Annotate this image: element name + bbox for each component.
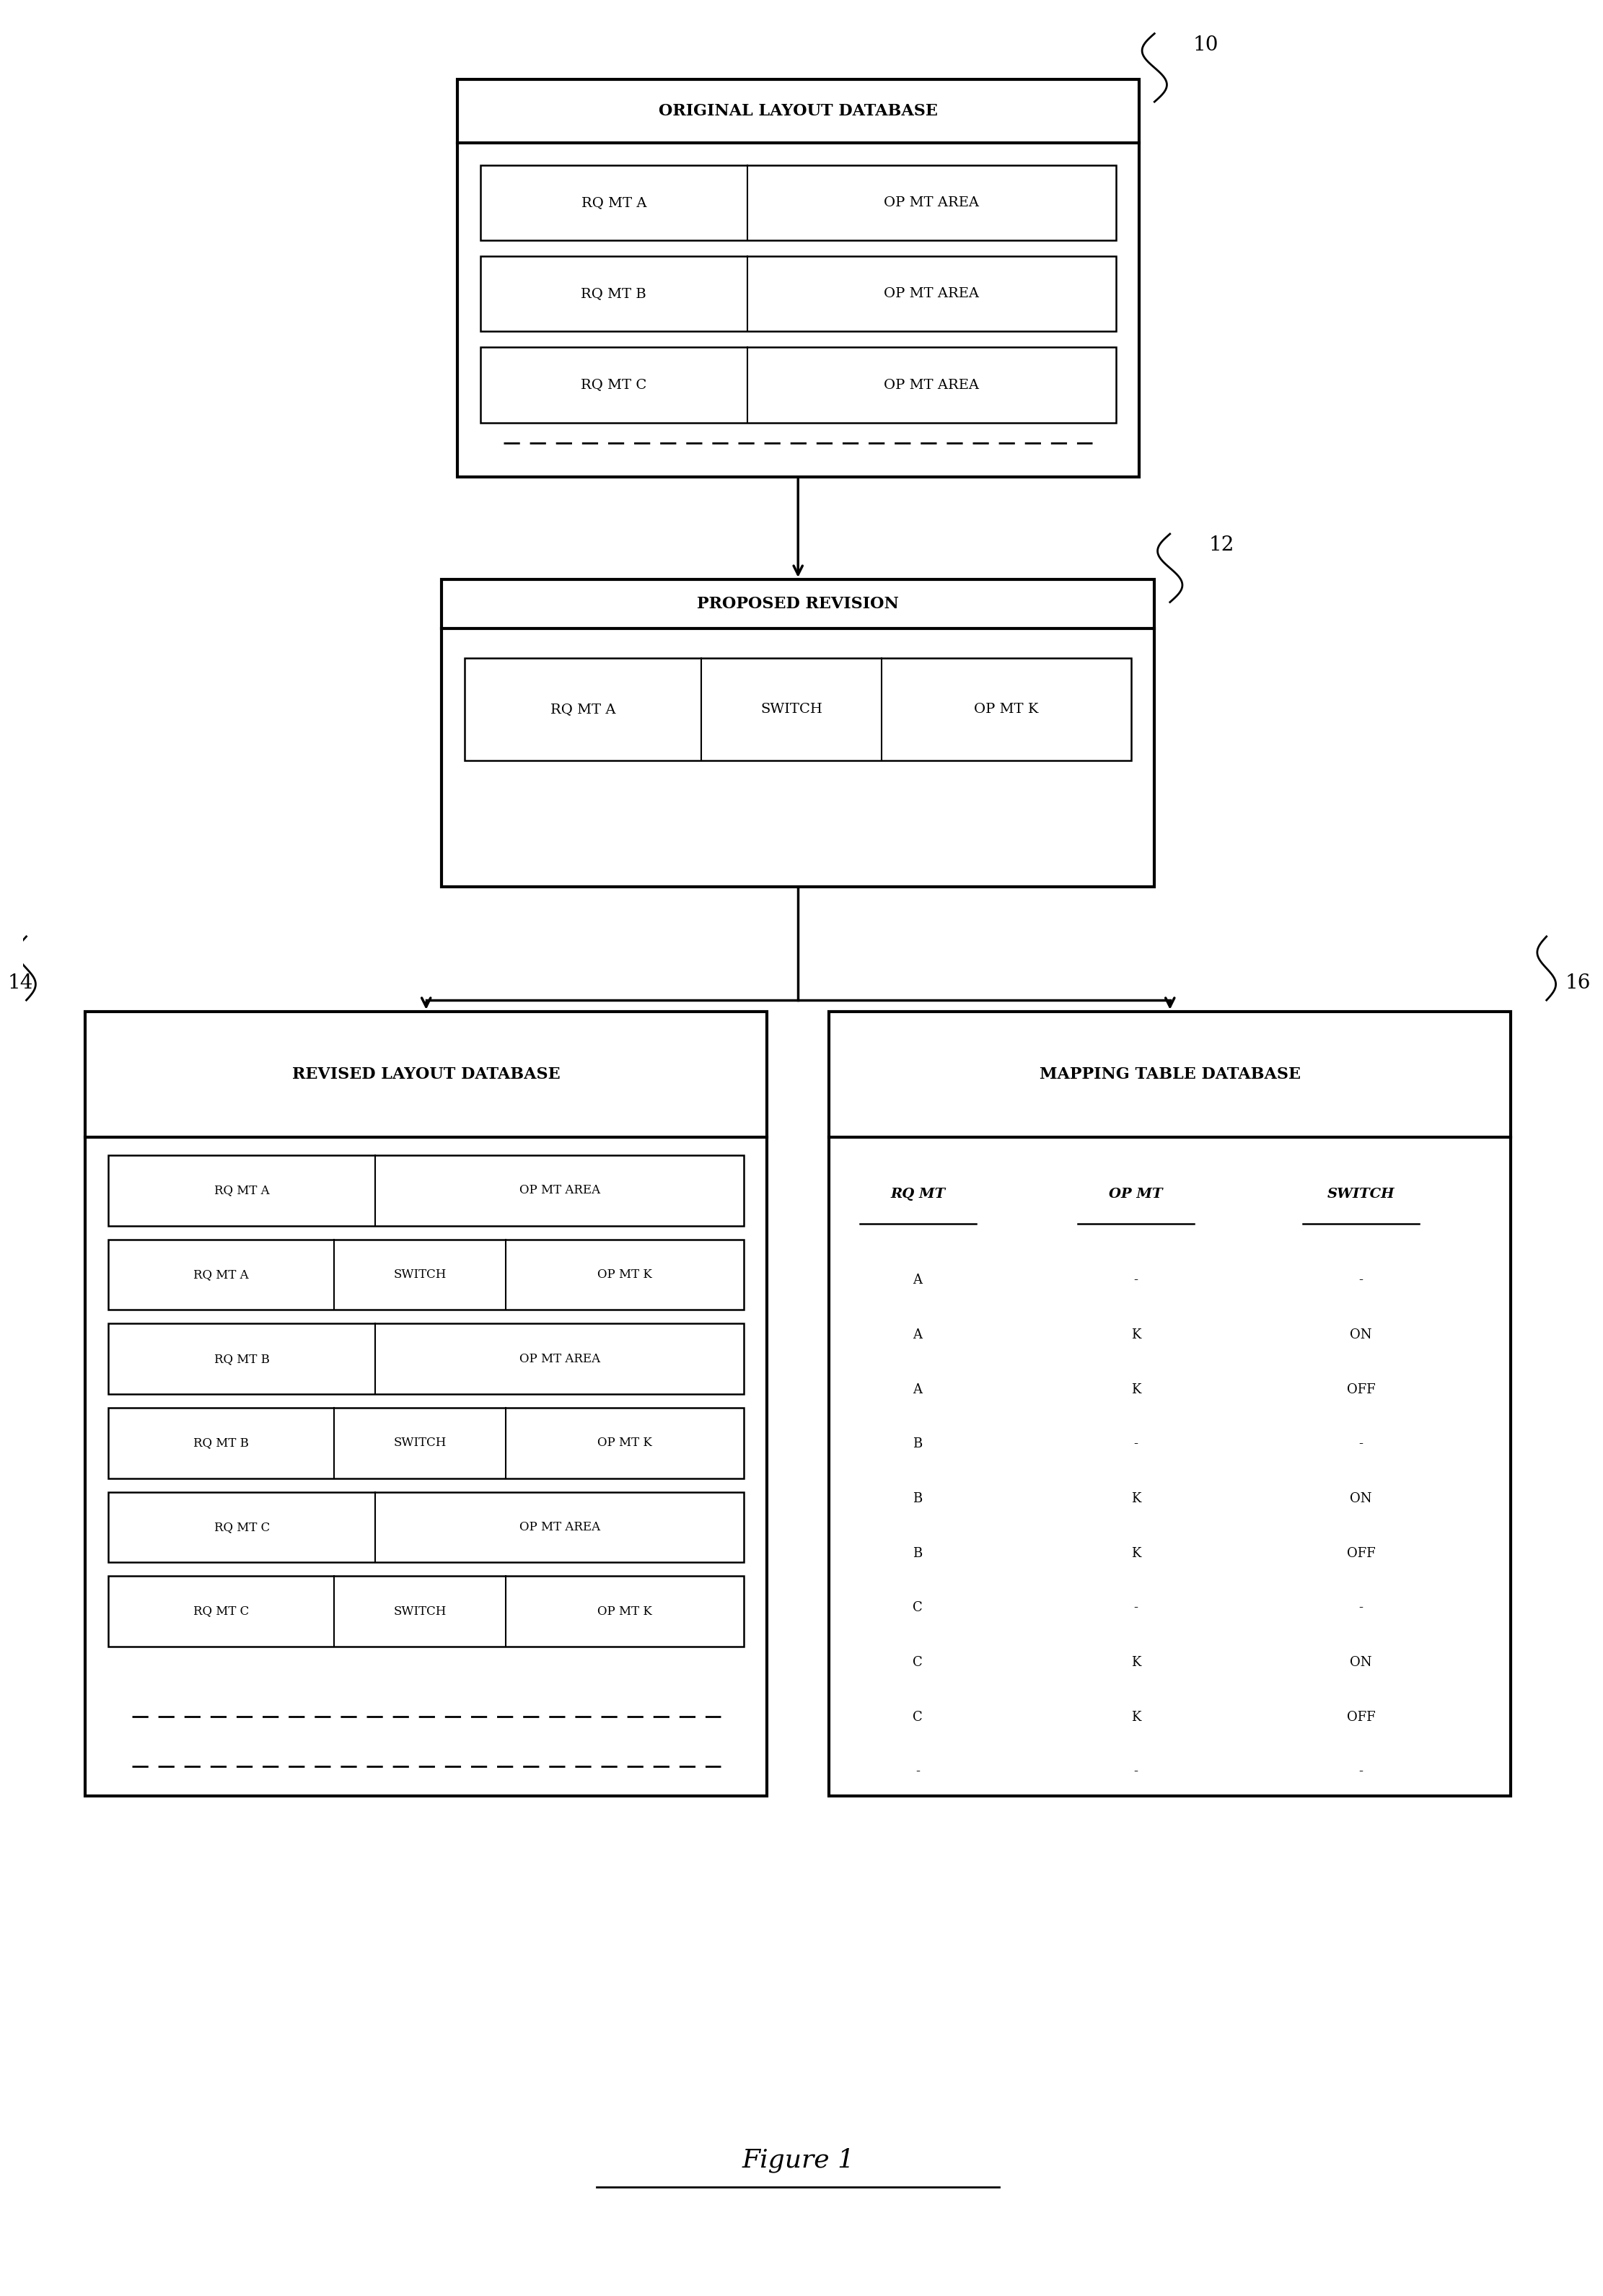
Text: OP MT K: OP MT K [598, 1605, 652, 1616]
Text: RQ MT: RQ MT [890, 1187, 946, 1201]
Text: RQ MT B: RQ MT B [580, 287, 646, 301]
Text: K: K [1132, 1329, 1141, 1341]
Text: RQ MT A: RQ MT A [582, 197, 646, 209]
Text: K: K [1132, 1382, 1141, 1396]
Text: A: A [914, 1274, 922, 1286]
Text: -: - [1133, 1274, 1138, 1286]
Text: ON: ON [1350, 1329, 1372, 1341]
Text: -: - [1359, 1766, 1363, 1777]
Text: -: - [1133, 1600, 1138, 1614]
Text: OFF: OFF [1347, 1711, 1375, 1724]
Text: OP MT K: OP MT K [598, 1437, 652, 1449]
Text: OP MT AREA: OP MT AREA [883, 287, 979, 301]
FancyBboxPatch shape [481, 347, 1116, 422]
FancyBboxPatch shape [109, 1155, 744, 1226]
Text: C: C [912, 1655, 923, 1669]
Text: -: - [1359, 1437, 1363, 1451]
Text: -: - [1133, 1437, 1138, 1451]
Text: ON: ON [1350, 1492, 1372, 1506]
Text: A: A [914, 1382, 922, 1396]
Text: K: K [1132, 1492, 1141, 1506]
Text: RQ MT C: RQ MT C [580, 379, 646, 390]
Text: K: K [1132, 1548, 1141, 1559]
Text: 10: 10 [1193, 34, 1218, 55]
FancyBboxPatch shape [829, 1013, 1512, 1795]
FancyBboxPatch shape [481, 257, 1116, 331]
Text: OP MT AREA: OP MT AREA [883, 197, 979, 209]
Text: K: K [1132, 1711, 1141, 1724]
Text: RQ MT B: RQ MT B [194, 1437, 248, 1449]
Text: B: B [914, 1437, 922, 1451]
Text: 16: 16 [1565, 974, 1590, 994]
Text: OP MT AREA: OP MT AREA [883, 379, 979, 390]
Text: 14: 14 [8, 974, 34, 994]
Text: RQ MT A: RQ MT A [550, 703, 616, 716]
Text: A: A [914, 1329, 922, 1341]
FancyBboxPatch shape [481, 165, 1116, 241]
Text: RQ MT B: RQ MT B [215, 1352, 269, 1364]
Text: RQ MT C: RQ MT C [215, 1520, 269, 1534]
FancyBboxPatch shape [457, 78, 1140, 478]
FancyBboxPatch shape [109, 1322, 744, 1394]
Text: SWITCH: SWITCH [393, 1605, 446, 1616]
Text: OFF: OFF [1347, 1382, 1375, 1396]
Text: OP MT K: OP MT K [598, 1270, 652, 1281]
FancyBboxPatch shape [109, 1492, 744, 1561]
Text: SWITCH: SWITCH [393, 1270, 446, 1281]
Text: ORIGINAL LAYOUT DATABASE: ORIGINAL LAYOUT DATABASE [659, 103, 938, 119]
Text: -: - [1359, 1274, 1363, 1286]
Text: B: B [914, 1492, 922, 1506]
Text: OFF: OFF [1347, 1548, 1375, 1559]
Text: OP MT AREA: OP MT AREA [519, 1185, 600, 1196]
Text: B: B [914, 1548, 922, 1559]
Text: Figure 1: Figure 1 [742, 2147, 854, 2172]
Text: SWITCH: SWITCH [760, 703, 822, 716]
Text: RQ MT C: RQ MT C [194, 1605, 248, 1616]
Text: ON: ON [1350, 1655, 1372, 1669]
Text: C: C [912, 1711, 923, 1724]
Text: SWITCH: SWITCH [393, 1437, 446, 1449]
Text: C: C [912, 1600, 923, 1614]
FancyBboxPatch shape [465, 659, 1132, 760]
Text: -: - [1133, 1766, 1138, 1777]
Text: PROPOSED REVISION: PROPOSED REVISION [697, 597, 899, 613]
FancyBboxPatch shape [109, 1575, 744, 1646]
Text: MAPPING TABLE DATABASE: MAPPING TABLE DATABASE [1039, 1065, 1300, 1081]
Text: 12: 12 [1209, 535, 1234, 556]
FancyBboxPatch shape [442, 579, 1154, 886]
Text: RQ MT A: RQ MT A [194, 1270, 248, 1281]
Text: RQ MT A: RQ MT A [215, 1185, 269, 1196]
Text: OP MT AREA: OP MT AREA [519, 1352, 600, 1364]
Text: K: K [1132, 1655, 1141, 1669]
Text: SWITCH: SWITCH [1327, 1187, 1395, 1201]
FancyBboxPatch shape [85, 1013, 768, 1795]
FancyBboxPatch shape [109, 1407, 744, 1479]
Text: -: - [1359, 1600, 1363, 1614]
Text: -: - [915, 1766, 920, 1777]
FancyBboxPatch shape [109, 1240, 744, 1311]
Text: OP MT AREA: OP MT AREA [519, 1520, 600, 1534]
Text: REVISED LAYOUT DATABASE: REVISED LAYOUT DATABASE [292, 1065, 559, 1081]
Text: OP MT: OP MT [1109, 1187, 1162, 1201]
Text: OP MT K: OP MT K [975, 703, 1039, 716]
